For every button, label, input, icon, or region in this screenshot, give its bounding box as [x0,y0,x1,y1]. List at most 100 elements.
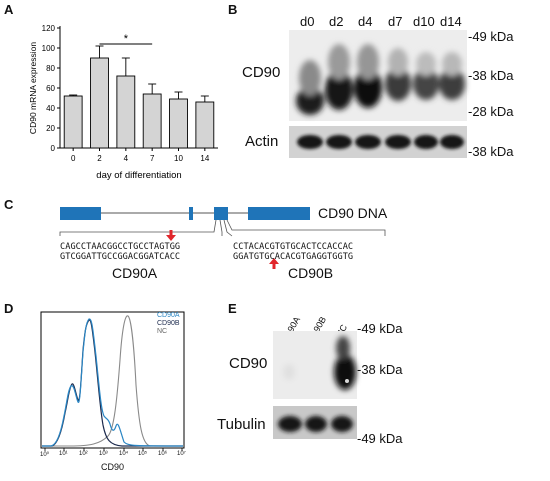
y-tick-label: 100 [42,44,56,53]
e-marker-38kda: -38 kDa [357,362,403,377]
x-tick-5: 10⁴ [119,451,129,457]
zoom-lines-cd90b-right [226,219,386,236]
gene-label: CD90 DNA [318,205,388,221]
cd90-band-d4-smear [357,44,379,80]
legend-cd90b: CD90B [157,320,180,327]
panel-c-gene-diagram [59,207,386,269]
histogram-xlabel: CD90 [101,462,125,472]
x-tick-6: 10⁵ [138,451,148,457]
lane-label-d10: d10 [413,14,435,29]
cd90-band-d10 [413,68,439,100]
x-tick-8: 10⁷ [177,451,186,457]
y-tick-label: 0 [51,144,56,153]
panel-a-letter: A [4,2,14,17]
x-tick-label-10: 10 [174,154,183,163]
lane-label-d14: d14 [440,14,462,29]
cd90-band-d4 [354,68,382,108]
panel-d-flow-histogram [40,311,185,451]
cd90-band-d7 [385,67,411,101]
cd90b-name: CD90B [288,265,334,281]
x-tick-label-7: 7 [150,154,155,163]
histogram-cd90a [42,318,184,447]
legend-nc: NC [157,328,168,335]
y-axis-label: CD90 mRNA expression [28,42,38,134]
actin-band-d10 [414,135,438,149]
histogram-x-ticks [44,448,183,451]
panel-d-letter: D [4,301,14,316]
x-tick-4: 10³ [99,451,108,457]
cd90-band-d14-smear [442,52,462,76]
blot-label-cd90: CD90 [242,64,281,81]
cd90a-seq-bottom: GTCGGATTGCCGGACGGATCACC [60,252,181,262]
x-tick-2: 10¹ [59,451,68,457]
actin-band-d0 [297,135,323,149]
legend-cd90a: CD90A [157,312,180,319]
marker-49kda: -49 kDa [468,29,514,44]
y-tick-label: 40 [46,104,55,113]
cd90-band-d0 [296,87,324,115]
x-tick-label-14: 14 [200,154,209,163]
x-tick-1: 10⁰ [40,452,50,458]
actin-band-d4 [355,135,381,149]
lane-label-d4: d4 [358,14,373,29]
panel-b-letter: B [228,2,238,17]
panel-b-western-blot [289,30,467,158]
cd90-band-d0-smear [299,60,321,96]
panel-e-letter: E [228,301,237,316]
zoom-lines-cd90a [59,219,217,236]
x-axis-label: day of differentiation [96,170,181,181]
cd90b-seq-top: CCTACACGTGTGCACTCCACCAC [233,242,354,252]
cut-arrow-cd90b [269,258,279,269]
e-blot-label-cd90: CD90 [229,355,268,372]
y-tick-label: 120 [42,24,56,33]
cd90-band-d2 [325,70,353,110]
e-cd90-band-nc-smear [336,336,350,360]
histogram-nc [42,315,183,447]
marker-38kda: -38 kDa [468,68,514,83]
e-cd90-band-nc-spot [345,379,349,383]
cd90-band-d2-smear [328,44,350,80]
y-tick-label: 80 [46,64,55,73]
lane-label-d7: d7 [388,14,403,29]
cd90-band-d14 [439,68,465,100]
cd90-band-d7-smear [388,48,408,76]
e-blot-label-tubulin: Tubulin [217,416,266,433]
significance-star: * [124,33,129,45]
exon-4 [248,207,310,220]
y-tick-label: 60 [46,84,55,93]
cut-arrow-cd90a [166,230,176,241]
e-cd90-band-nc [334,354,356,390]
lane-label-d0: d0 [300,14,315,29]
exon-1 [60,207,101,220]
actin-band-d2 [326,135,352,149]
panel-c-letter: C [4,197,14,212]
marker-28kda: -28 kDa [468,104,514,119]
exon-3 [214,207,228,220]
tubulin-band-nc [331,416,353,432]
y-tick-label: 20 [46,124,55,133]
tubulin-band-cd90b [305,416,327,432]
lane-label-d2: d2 [329,14,344,29]
histogram-frame [40,311,185,449]
exon-2 [189,207,193,220]
zoom-lines-cd90a-right [219,219,223,236]
cd90a-name: CD90A [112,265,158,281]
cd90b-seq-bottom: GGATGTGCACACGTGAGGTGGTG [233,252,354,262]
x-tick-label-4: 4 [124,154,129,163]
e-cd90-band-cd90a [283,364,295,380]
actin-band-d7 [385,135,411,149]
x-tick-3: 10² [79,451,88,457]
actin-band-d14 [440,135,464,149]
marker-38kda-actin: -38 kDa [468,144,514,159]
tubulin-band-cd90a [278,416,302,432]
e-marker-49kda-tubulin: -49 kDa [357,431,403,446]
x-tick-7: 10⁶ [158,451,168,457]
cd90a-seq-top: CAGCCTAACGGCCTGCCTAGTGG [60,242,181,252]
panel-a-bar-chart: 0 20 40 60 80 100 120 0 2 4 7 10 14 * day of different… [28,24,218,181]
x-tick-label-2: 2 [97,154,102,163]
cd90-band-d10-smear [416,52,436,76]
x-tick-label-0: 0 [71,154,76,163]
e-marker-49kda: -49 kDa [357,321,403,336]
zoom-lines-cd90b [223,219,233,237]
